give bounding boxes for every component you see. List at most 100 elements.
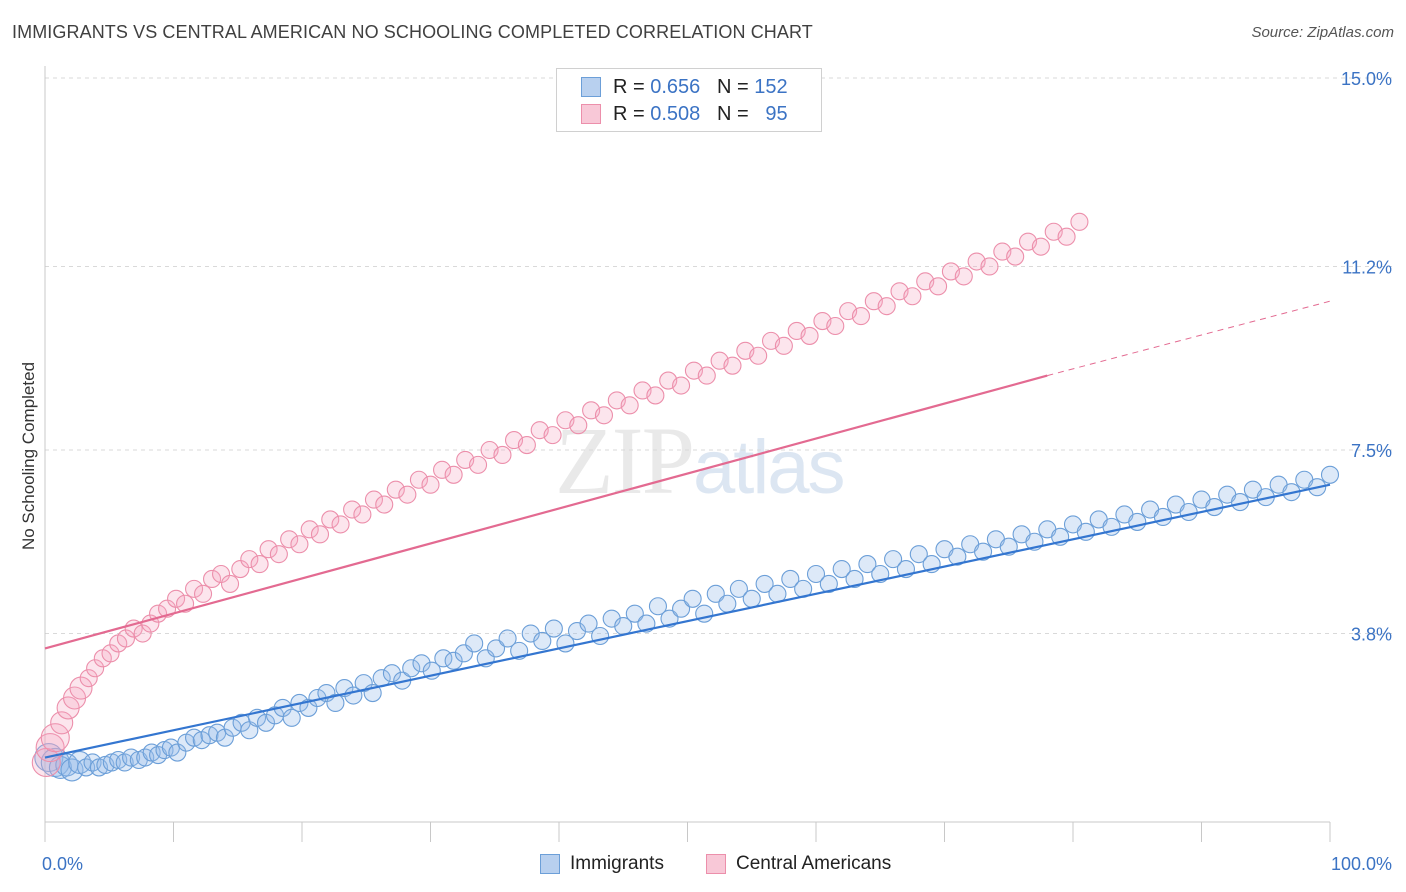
central-americans-point — [250, 555, 269, 574]
legend-r-label: R = — [613, 102, 645, 125]
legend-n-value: 95 — [765, 102, 788, 125]
central-americans-trend-extension — [1047, 300, 1331, 377]
immigrants-point — [683, 589, 702, 608]
immigrants-point — [465, 634, 484, 653]
y-tick-label: 3.8% — [1351, 625, 1392, 645]
central-americans-point — [468, 455, 488, 474]
legend-r-label: R = — [613, 75, 645, 98]
immigrants-point — [832, 559, 851, 579]
source-label: Source: ZipAtlas.com — [1251, 24, 1394, 41]
immigrants-point — [648, 597, 667, 616]
central-americans-point — [517, 435, 536, 455]
legend-swatch-central-americans — [581, 104, 601, 124]
central-americans-point — [1070, 212, 1089, 231]
central-americans-point — [300, 520, 319, 539]
immigrants-point — [215, 728, 234, 747]
central-americans-point — [409, 470, 428, 489]
immigrants-point — [256, 713, 276, 732]
immigrants-point — [402, 659, 421, 678]
immigrants-point — [354, 674, 373, 693]
central-americans-trend-line — [44, 374, 1048, 650]
immigrants-point — [382, 664, 402, 683]
central-americans-point — [259, 540, 278, 559]
immigrants-point — [729, 579, 748, 598]
central-americans-point — [240, 550, 259, 569]
immigrants-point — [579, 614, 598, 633]
central-americans-point — [40, 723, 70, 753]
central-americans-point — [79, 669, 98, 688]
central-americans-point — [903, 287, 922, 306]
trend-lines — [44, 300, 1331, 759]
immigrants-point — [672, 599, 691, 618]
immigrants-point — [544, 619, 563, 638]
legend: R = 0.656 N = 152 R = 0.508 N = 95 — [556, 68, 822, 132]
central-americans-point — [1057, 227, 1076, 246]
tick-labels: 3.8% 7.5% 11.2% 15.0% 0.0% 100.0% No Schooling… — [19, 69, 1392, 874]
immigrants-point — [742, 589, 761, 608]
immigrants-point — [660, 609, 679, 628]
immigrants-point — [299, 698, 318, 717]
immigrants-point — [498, 629, 517, 648]
watermark-zip: ZIP — [555, 407, 695, 514]
immigrants-point — [1179, 502, 1198, 522]
legend-row-central-americans: R = 0.508 N = 95 — [581, 102, 788, 126]
legend-swatch-immigrants — [581, 77, 601, 97]
y-axis-title: No Schooling Completed — [19, 362, 38, 550]
central-americans-point — [194, 584, 213, 603]
immigrants-trend-line — [44, 483, 1331, 759]
central-americans-point — [493, 445, 512, 465]
immigrants-point — [1320, 465, 1340, 484]
immigrants-point — [845, 569, 864, 589]
immigrants-point — [625, 604, 644, 623]
central-americans-point — [167, 589, 186, 608]
central-americans-point — [269, 545, 288, 564]
central-americans-point — [398, 485, 417, 504]
central-americans-point — [290, 535, 309, 554]
legend-r-value: 0.508 — [650, 102, 701, 125]
central-americans-point — [594, 406, 614, 425]
immigrants-point — [755, 574, 774, 593]
immigrants-point — [412, 654, 431, 673]
central-americans-point — [543, 426, 562, 445]
central-americans-point — [749, 346, 768, 365]
x-tick-label: 100.0% — [1331, 854, 1392, 874]
central-americans-point — [386, 480, 405, 499]
immigrants-point — [781, 569, 800, 589]
bottom-legend-label-immigrants: Immigrants — [570, 853, 664, 874]
y-tick-label: 11.2% — [1342, 257, 1392, 277]
immigrants-point — [973, 542, 993, 561]
central-americans-point — [569, 416, 588, 435]
legend-n-value: 152 — [754, 75, 788, 98]
central-americans-point — [353, 505, 372, 524]
immigrants-point — [884, 550, 903, 569]
legend-n-label: N = — [716, 75, 749, 98]
bottom-legend-label-central-americans: Central Americans — [736, 853, 892, 874]
immigrants-point — [706, 584, 725, 603]
central-americans-point — [929, 277, 948, 296]
immigrants-point — [533, 631, 552, 651]
central-americans-point — [774, 336, 793, 355]
central-americans-point — [1031, 237, 1050, 256]
data-points — [31, 212, 1340, 782]
central-americans-point — [620, 396, 639, 415]
immigrants-point — [718, 594, 737, 613]
central-americans-point — [220, 574, 240, 593]
central-americans-point — [203, 569, 222, 589]
y-tick-label: 15.0% — [1341, 69, 1392, 89]
central-americans-point — [364, 490, 384, 509]
immigrants-point — [486, 639, 506, 658]
central-americans-point — [954, 267, 973, 286]
y-tick-label: 7.5% — [1351, 441, 1392, 461]
central-americans-point — [231, 559, 250, 579]
immigrants-point — [909, 545, 928, 564]
bottom-legend-immigrants: Immigrants — [540, 852, 664, 876]
central-americans-point — [723, 356, 742, 375]
bottom-legend-central-americans: Central Americans — [706, 852, 891, 876]
central-americans-point — [800, 326, 819, 345]
immigrants-point — [806, 564, 826, 584]
legend-row-immigrants: R = 0.656 N = 152 — [581, 75, 788, 99]
central-americans-point — [185, 579, 204, 598]
bottom-legend-swatch-central-americans — [706, 854, 726, 874]
watermark-atlas: atlas — [693, 425, 846, 510]
